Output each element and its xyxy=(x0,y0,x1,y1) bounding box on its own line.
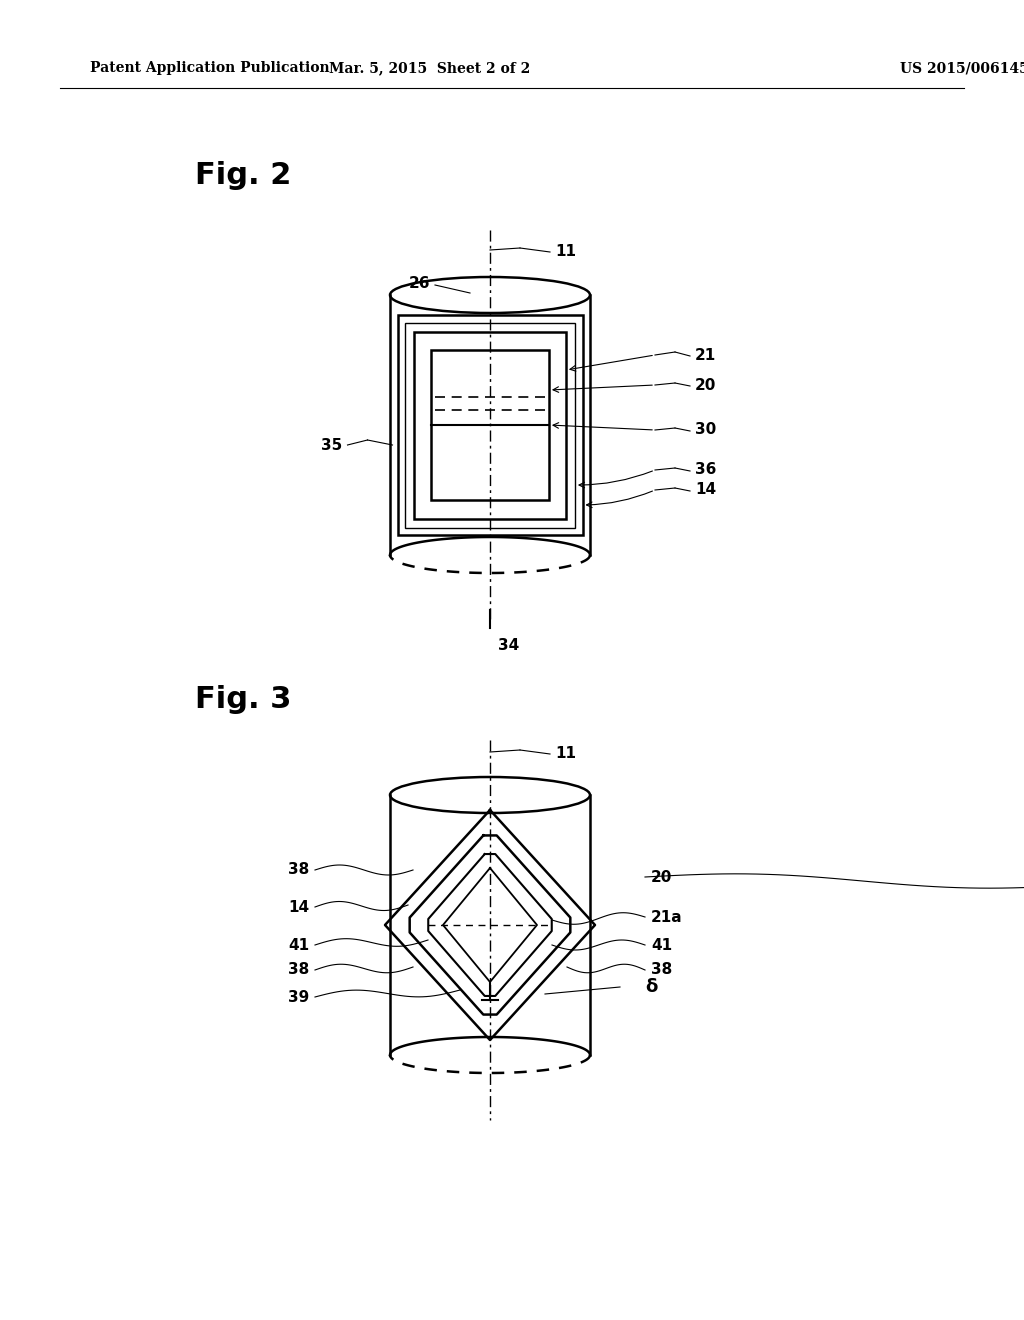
Text: Fig. 3: Fig. 3 xyxy=(195,685,292,714)
Bar xyxy=(431,350,549,500)
Text: 39: 39 xyxy=(288,990,309,1005)
Text: Mar. 5, 2015  Sheet 2 of 2: Mar. 5, 2015 Sheet 2 of 2 xyxy=(330,61,530,75)
Text: 38: 38 xyxy=(288,862,309,878)
Text: 41: 41 xyxy=(288,937,309,953)
Text: 11: 11 xyxy=(555,747,575,762)
Text: 26: 26 xyxy=(409,276,430,290)
Text: 11: 11 xyxy=(555,244,575,260)
Text: 30: 30 xyxy=(695,422,716,437)
Text: 20: 20 xyxy=(651,870,673,884)
Text: 34: 34 xyxy=(498,638,519,653)
Text: δ: δ xyxy=(645,978,657,997)
Text: 35: 35 xyxy=(322,437,342,453)
Text: 41: 41 xyxy=(651,937,672,953)
Text: Patent Application Publication: Patent Application Publication xyxy=(90,61,330,75)
Text: 38: 38 xyxy=(288,962,309,978)
Text: 38: 38 xyxy=(651,962,672,978)
Bar xyxy=(414,331,566,519)
Bar xyxy=(397,315,583,535)
Text: 21a: 21a xyxy=(651,909,683,924)
Text: US 2015/0061454 A1: US 2015/0061454 A1 xyxy=(900,61,1024,75)
Bar xyxy=(406,322,575,528)
Text: 21: 21 xyxy=(695,347,716,363)
Text: 14: 14 xyxy=(288,899,309,915)
Text: 36: 36 xyxy=(695,462,717,478)
Text: 14: 14 xyxy=(695,483,716,498)
Text: Fig. 2: Fig. 2 xyxy=(195,161,292,190)
Text: 20: 20 xyxy=(695,378,717,392)
